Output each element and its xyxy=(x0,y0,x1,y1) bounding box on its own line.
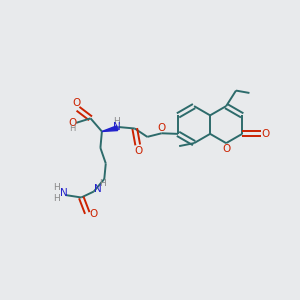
Text: O: O xyxy=(89,208,98,219)
Text: N: N xyxy=(113,122,120,132)
Text: O: O xyxy=(261,129,270,139)
Text: O: O xyxy=(157,123,165,133)
Text: H: H xyxy=(69,124,75,133)
Text: H: H xyxy=(113,117,120,126)
Text: O: O xyxy=(134,146,142,156)
Text: H: H xyxy=(53,194,60,203)
Polygon shape xyxy=(102,126,118,131)
Text: O: O xyxy=(223,144,231,154)
Text: O: O xyxy=(68,118,76,128)
Text: H: H xyxy=(53,183,60,192)
Text: N: N xyxy=(60,188,68,198)
Text: O: O xyxy=(72,98,81,108)
Text: H: H xyxy=(99,179,106,188)
Text: N: N xyxy=(94,184,102,194)
